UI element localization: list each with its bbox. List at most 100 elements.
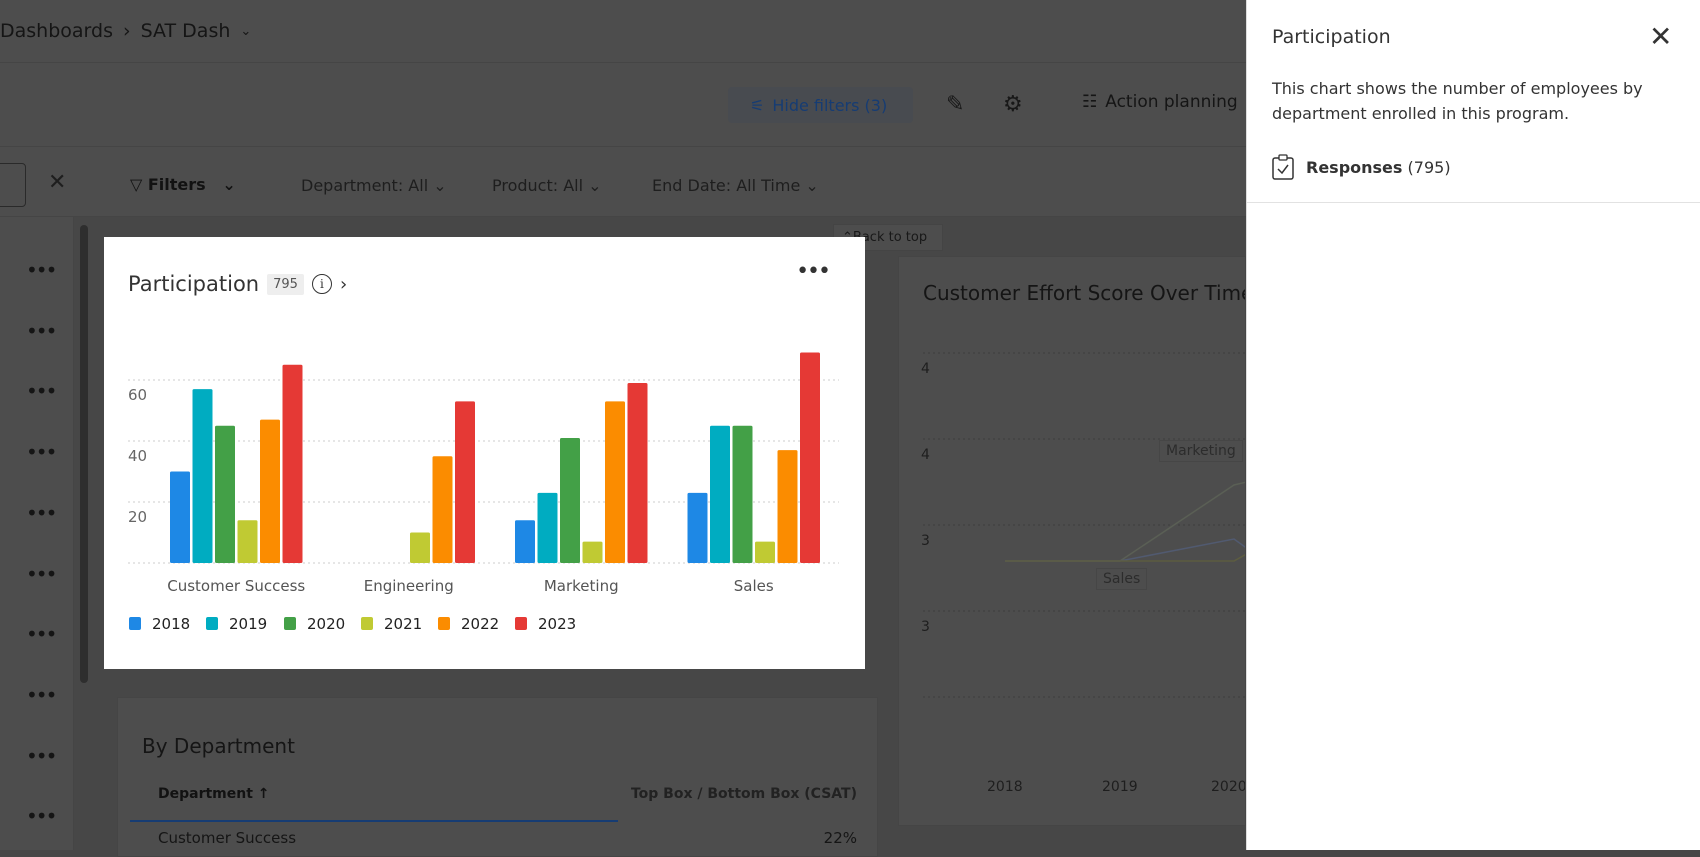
series-label-marketing: Marketing bbox=[1159, 440, 1243, 462]
x-tick-label: Customer Success bbox=[167, 577, 305, 595]
widget-options-icon[interactable]: ••• bbox=[26, 440, 57, 465]
bar-2019-customer-success[interactable] bbox=[192, 389, 213, 563]
y-tick-label: 20 bbox=[128, 508, 147, 526]
legend-swatch bbox=[438, 617, 450, 630]
responses-label: Responses bbox=[1306, 157, 1403, 177]
widget-options-icon[interactable]: ••• bbox=[26, 379, 57, 404]
bar-2018-customer-success[interactable] bbox=[170, 471, 190, 564]
bar-2020-sales[interactable] bbox=[732, 425, 753, 563]
widget-options-icon[interactable]: ••• bbox=[26, 318, 57, 343]
widget-options-icon[interactable]: ••• bbox=[26, 561, 57, 586]
widget-options-icon[interactable]: ••• bbox=[26, 804, 57, 829]
list-icon: ☷ bbox=[1082, 92, 1098, 112]
chevron-down-icon[interactable]: ⌄ bbox=[240, 23, 252, 39]
chevron-right-icon: › bbox=[122, 20, 131, 42]
y-tick: 4 bbox=[921, 361, 930, 377]
effort-card: Customer Effort Score Over Time 4 4 3 3 … bbox=[898, 256, 1246, 826]
bar-2022-customer-success[interactable] bbox=[260, 419, 280, 563]
y-tick-label: 40 bbox=[128, 447, 147, 465]
breadcrumb-dashboards[interactable]: Dashboards bbox=[0, 20, 113, 42]
bar-2022-engineering[interactable] bbox=[432, 456, 453, 563]
department-card: By Department Department ↑ Top Box / Bot… bbox=[117, 697, 878, 857]
filters-button[interactable]: ▽ Filters ⌄ bbox=[130, 175, 236, 194]
responses-count: (795) bbox=[1407, 157, 1451, 177]
scrollbar[interactable] bbox=[80, 225, 88, 683]
x-tick-label: Marketing bbox=[544, 577, 619, 595]
y-tick: 3 bbox=[921, 533, 930, 549]
department-card-title: By Department bbox=[142, 734, 295, 758]
bar-2023-sales[interactable] bbox=[800, 352, 820, 563]
bar-2019-marketing[interactable] bbox=[537, 492, 558, 563]
y-tick: 3 bbox=[921, 619, 930, 635]
legend-swatch bbox=[284, 617, 296, 630]
edit-icon[interactable]: ✎ bbox=[946, 92, 965, 117]
legend-label[interactable]: 2020 bbox=[307, 615, 345, 633]
bar-2021-customer-success[interactable] bbox=[237, 520, 258, 563]
widget-options-icon[interactable]: ••• bbox=[26, 743, 57, 768]
panel-title: Participation bbox=[1272, 26, 1391, 48]
bar-2023-customer-success[interactable] bbox=[282, 364, 303, 563]
filter-product[interactable]: Product: All ⌄ bbox=[492, 176, 602, 195]
panel-description: This chart shows the number of employees… bbox=[1272, 79, 1643, 123]
bar-2021-marketing[interactable] bbox=[582, 541, 603, 563]
legend-swatch bbox=[129, 617, 141, 630]
filter-end-date[interactable]: End Date: All Time ⌄ bbox=[652, 176, 819, 195]
filter-label: End Date: All Time bbox=[652, 176, 801, 195]
hide-filters-label: Hide filters (3) bbox=[772, 95, 888, 115]
legend-label[interactable]: 2018 bbox=[152, 615, 190, 633]
details-panel: Participation ✕ This chart shows the num… bbox=[1246, 0, 1700, 850]
filter-department[interactable]: Department: All ⌄ bbox=[301, 176, 447, 195]
info-icon[interactable]: i bbox=[311, 274, 332, 294]
participation-header: Participation 795 i › bbox=[128, 272, 347, 296]
x-tick: 2018 bbox=[987, 779, 1023, 795]
dropdown-button[interactable] bbox=[0, 163, 26, 207]
filters-label: Filters bbox=[147, 175, 206, 194]
bar-2021-sales[interactable] bbox=[755, 541, 775, 563]
x-tick: 2019 bbox=[1102, 779, 1138, 795]
bar-2023-marketing[interactable] bbox=[627, 383, 648, 563]
bar-2020-customer-success[interactable] bbox=[215, 425, 235, 563]
effort-card-title: Customer Effort Score Over Time bbox=[923, 281, 1246, 305]
participation-card: Participation 795 i › ••• 20 40 60 Customer… bbox=[104, 237, 865, 669]
bar-2020-marketing[interactable] bbox=[560, 437, 580, 563]
widget-options-icon[interactable]: ••• bbox=[26, 258, 57, 282]
bar-2022-sales[interactable] bbox=[777, 450, 798, 563]
marketing-line bbox=[1005, 481, 1245, 562]
legend-swatch bbox=[361, 617, 373, 630]
series-label-sales: Sales bbox=[1096, 568, 1148, 590]
bar-2018-marketing[interactable] bbox=[515, 520, 535, 563]
bar-2022-marketing[interactable] bbox=[605, 401, 625, 563]
action-planning-button[interactable]: ☷ Action planning bbox=[1082, 92, 1238, 112]
chevron-right-icon[interactable]: › bbox=[339, 273, 348, 295]
effort-chart bbox=[923, 352, 1245, 698]
hide-filters-button[interactable]: ⚟ Hide filters (3) bbox=[728, 87, 913, 123]
column-header-csat[interactable]: Top Box / Bottom Box (CSAT) bbox=[630, 786, 857, 802]
widget-options-icon[interactable]: ••• bbox=[26, 500, 57, 525]
widget-options-icon[interactable]: ••• bbox=[26, 622, 57, 647]
bar-2018-sales[interactable] bbox=[687, 492, 708, 563]
y-tick: 4 bbox=[921, 447, 930, 463]
bar-2023-engineering[interactable] bbox=[455, 401, 475, 563]
back-to-top-label: Back to top bbox=[852, 230, 928, 245]
bar-2021-engineering[interactable] bbox=[410, 532, 430, 564]
breadcrumb-current[interactable]: SAT Dash bbox=[140, 20, 231, 42]
sliders-icon: ⚟ bbox=[750, 95, 765, 115]
participation-title: Participation bbox=[128, 272, 260, 296]
series-line bbox=[1005, 553, 1245, 562]
legend-label[interactable]: 2021 bbox=[384, 615, 422, 633]
column-label: Department bbox=[158, 786, 253, 802]
bar-2019-sales[interactable] bbox=[710, 425, 730, 563]
y-tick-label: 60 bbox=[128, 386, 147, 404]
gear-icon[interactable]: ⚙ bbox=[1003, 92, 1023, 117]
unpin-icon[interactable]: ✕ bbox=[48, 170, 67, 195]
legend-swatch bbox=[206, 617, 218, 630]
legend-label[interactable]: 2023 bbox=[538, 615, 576, 633]
legend-label[interactable]: 2019 bbox=[229, 615, 267, 633]
widget-options-icon[interactable]: ••• bbox=[26, 682, 57, 707]
legend-label[interactable]: 2022 bbox=[461, 615, 499, 633]
close-icon[interactable]: ✕ bbox=[1649, 20, 1673, 53]
more-options-icon[interactable]: ••• bbox=[796, 259, 831, 284]
sort-indicator bbox=[130, 820, 618, 822]
responses-row: Responses (795) bbox=[1272, 154, 1451, 180]
column-header-department[interactable]: Department ↑ bbox=[158, 786, 270, 802]
